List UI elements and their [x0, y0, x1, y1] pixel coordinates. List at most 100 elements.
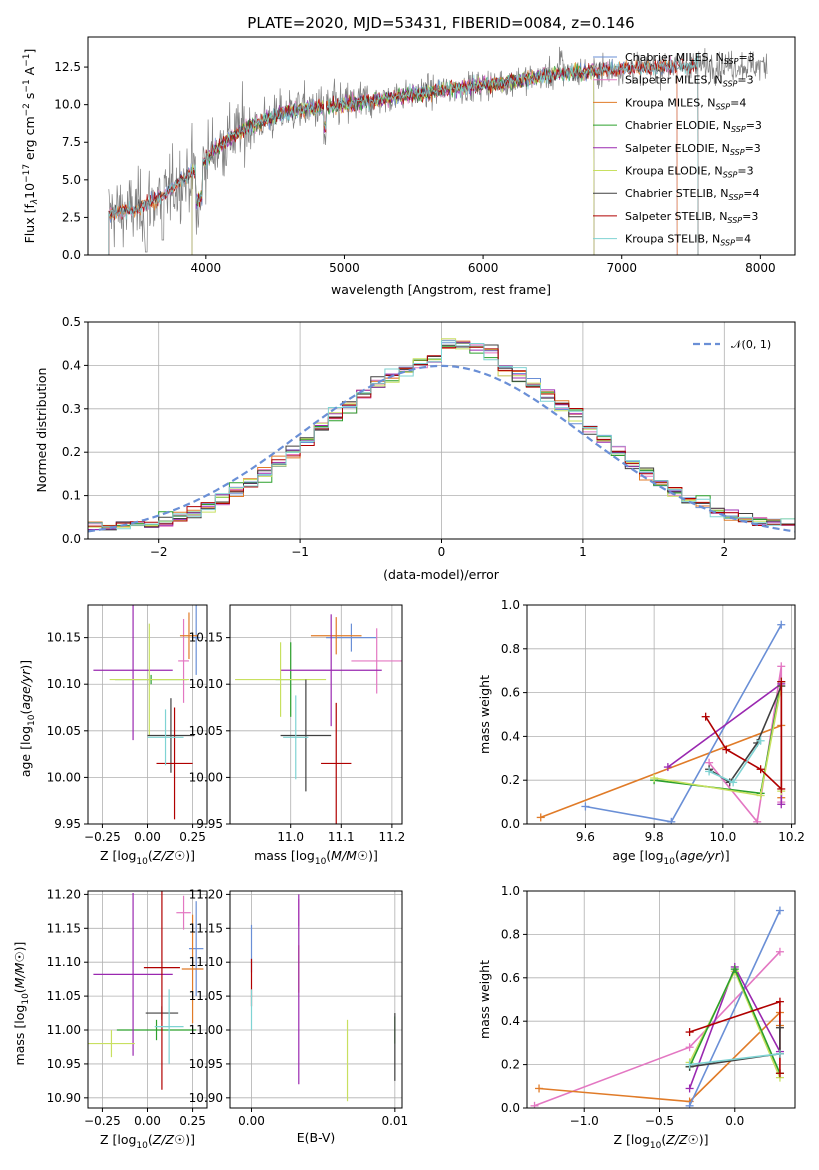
y-tick-label: 0.4 [62, 358, 81, 372]
y-tick-label: 0.4 [501, 1014, 520, 1028]
axes-frame [87, 604, 208, 825]
spectrum-title: PLATE=2020, MJD=53431, FIBERID=0084, z=0… [247, 14, 634, 32]
residual-xlabel: (data-model)/error [383, 567, 500, 582]
x-tick-label: 2 [720, 545, 728, 559]
y-tick-label: 0.0 [62, 532, 81, 546]
legend-entry: Kroupa ELODIE, NSSP=3 [625, 165, 754, 180]
x-tick-label: −0.25 [84, 830, 121, 844]
y-tick-label: 11.05 [189, 989, 223, 1003]
mass-weight-vs-z-panel: −1.0 −0.5 0.0 0.0 0.2 0.4 0.6 0.8 1.0 mass weight… [477, 884, 796, 1151]
y-tick-label: 0.0 [62, 248, 81, 262]
x-tick-label: −1.0 [570, 1114, 599, 1128]
residual-legend: 𝒩(0, 1) [693, 338, 771, 351]
age-xlabel: age [log10(age/yr)] [612, 848, 729, 867]
age-vs-z-panel: −0.25 0.00 0.25 9.95 10.00 10.05 10.10 10.15 Z [… [18, 604, 208, 867]
residual-histogram-panel: −2 −1 0 1 2 0.0 0.1 0.2 0.3 0.4 0.5 (data-model)/e… [34, 315, 796, 582]
x-tick-label: −0.5 [645, 1114, 674, 1128]
y-tick-label: 0.0 [501, 1101, 520, 1115]
legend-entry: Kroupa MILES, NSSP=4 [625, 96, 746, 111]
legend-entry: Chabrier MILES, NSSP=3 [625, 51, 755, 66]
errorbar-group [88, 891, 204, 1090]
y-tick-label: 10.05 [189, 724, 223, 738]
y-tick-label: 0.3 [62, 402, 81, 416]
legend-entry: Kroupa STELIB, NSSP=4 [625, 233, 751, 248]
y-tick-label: 10.15 [47, 631, 81, 645]
mass-xlabel: mass [log10(M/M☉)] [254, 848, 378, 867]
x-tick-label: 0.25 [179, 1114, 206, 1128]
y-tick-label: 2.5 [62, 210, 81, 224]
y-tick-label: 10.00 [189, 770, 223, 784]
y-tick-label: 10.95 [189, 1057, 223, 1071]
y-tick-label: 10.00 [47, 770, 81, 784]
spectrum-legend: Chabrier MILES, NSSP=3 Salpeter MILES, NS… [593, 51, 762, 248]
y-tick-label: 11.20 [189, 887, 223, 901]
y-tick-label: 10.0 [54, 98, 81, 112]
mass-weight-ylabel: mass weight [477, 960, 492, 1039]
y-tick-label: 0.5 [62, 315, 81, 329]
x-tick-label: 11.2 [379, 830, 406, 844]
y-tick-label: 12.5 [54, 60, 81, 74]
series-group [536, 620, 786, 824]
y-tick-label: 0.6 [501, 686, 520, 700]
errorbar-group [93, 605, 200, 820]
age-vs-mass-panel: 11.0 11.1 11.2 9.95 10.00 10.05 10.10 10.15 mass… [189, 604, 406, 867]
legend-entry: Chabrier ELODIE, NSSP=3 [625, 119, 762, 134]
x-tick-label: 6000 [468, 261, 499, 275]
y-tick-label: 11.05 [47, 989, 81, 1003]
y-tick-label: 0.8 [501, 642, 520, 656]
mass-vs-z-panel: −0.25 0.00 0.25 10.90 10.95 11.00 11.05 11.10 11… [12, 887, 208, 1151]
y-tick-label: 11.00 [189, 1023, 223, 1037]
axes-frame [87, 890, 208, 1109]
y-tick-label: 0.2 [62, 445, 81, 459]
y-tick-label: 10.10 [189, 677, 223, 691]
x-tick-label: 0.00 [134, 830, 161, 844]
y-tick-label: 1.0 [501, 598, 520, 612]
x-tick-label: 0.0 [725, 1114, 744, 1128]
x-tick-label: −0.25 [84, 1114, 121, 1128]
x-tick-label: 0.25 [179, 830, 206, 844]
spectrum-lines [108, 46, 768, 255]
metallicity-xlabel: Z [log10(Z/Z☉)] [100, 1132, 195, 1151]
x-tick-label: 9.8 [645, 830, 664, 844]
y-tick-label: 0.2 [501, 1058, 520, 1072]
y-tick-label: 0.0 [501, 817, 520, 831]
ebv-xlabel: E(B-V) [297, 1130, 336, 1145]
mass-ylabel: mass [log10(M/M☉)] [12, 942, 31, 1066]
legend-entry: Salpeter ELODIE, NSSP=3 [625, 142, 761, 157]
residual-ylabel: Normed distribution [34, 368, 49, 493]
y-tick-label: 7.5 [62, 135, 81, 149]
y-tick-label: 9.95 [54, 817, 81, 831]
legend-entry: Salpeter STELIB, NSSP=3 [625, 210, 758, 225]
salpeter-stelib-model-line [108, 58, 699, 255]
kroupa-stelib-series-line [689, 1053, 780, 1066]
kroupa-stelib-model-line [108, 54, 699, 255]
spectrum-ylabel: Flux [fλ10−17 erg cm−2 s−1 A−1] [22, 49, 40, 244]
y-tick-label: 11.10 [47, 955, 81, 969]
chabrier-miles-series-line [688, 910, 781, 1107]
residual-histogram-plot: −2 −1 0 1 2 0.0 0.1 0.2 0.3 0.4 0.5 [62, 315, 796, 559]
normal-curve-line [88, 364, 795, 533]
axes-frame [229, 890, 403, 1109]
metallicity-xlabel: Z [log10(Z/Z☉)] [100, 848, 195, 867]
y-tick-label: 11.10 [189, 955, 223, 969]
x-tick-label: 9.6 [576, 830, 595, 844]
x-tick-label: 10.2 [778, 830, 805, 844]
x-tick-label: 5000 [329, 261, 360, 275]
x-tick-label: 0.01 [381, 1114, 408, 1128]
kroupa-stelib-histogram-line [88, 340, 795, 530]
axes-frame [87, 36, 796, 256]
y-tick-label: 11.20 [47, 887, 81, 901]
x-tick-label: 4000 [191, 261, 222, 275]
y-tick-label: 9.95 [196, 817, 223, 831]
y-tick-label: 0.4 [501, 729, 520, 743]
x-tick-label: 11.0 [277, 830, 304, 844]
y-tick-label: 0.1 [62, 489, 81, 503]
x-tick-label: 7000 [606, 261, 637, 275]
metallicity-xlabel: Z [log10(Z/Z☉)] [613, 1132, 708, 1151]
x-tick-label: 0.00 [238, 1114, 265, 1128]
x-tick-label: 11.1 [328, 830, 355, 844]
x-tick-label: −1 [291, 545, 309, 559]
spectrum-panel: PLATE=2020, MJD=53431, FIBERID=0084, z=0… [22, 14, 796, 297]
y-tick-label: 10.95 [47, 1057, 81, 1071]
